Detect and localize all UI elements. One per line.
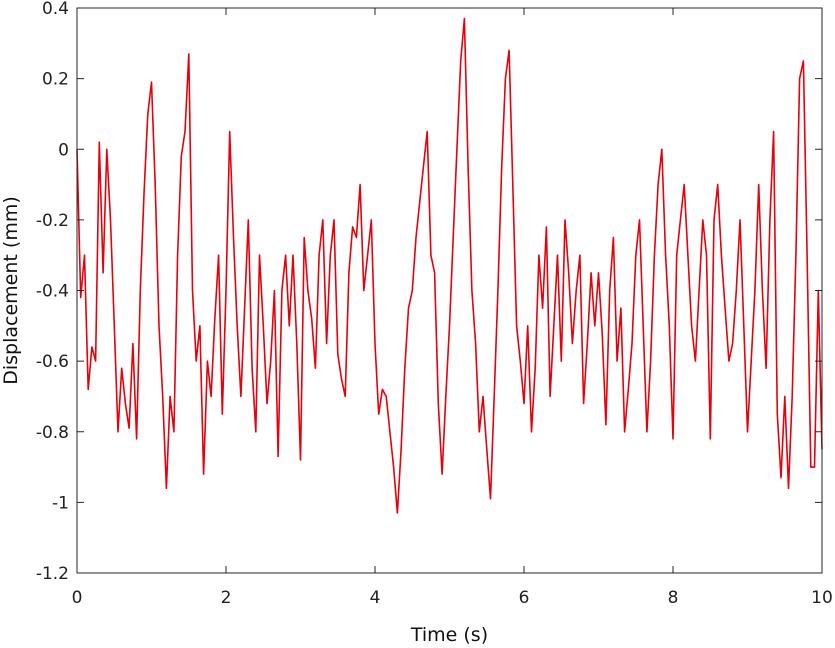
y-tick-label: 0.4 <box>42 0 69 19</box>
y-tick-label: -0.6 <box>36 352 69 372</box>
x-tick-label: 8 <box>668 588 679 608</box>
x-axis-label: Time (s) <box>410 624 488 646</box>
x-tick-label: 2 <box>221 588 232 608</box>
x-tick-label: 4 <box>370 588 381 608</box>
series-layer <box>76 17 823 514</box>
y-tick-label: 0 <box>58 140 69 160</box>
y-tick-label: -0.8 <box>36 423 69 443</box>
x-tick-label: 0 <box>72 588 83 608</box>
y-tick-label: 0.2 <box>42 70 69 90</box>
y-axis-label: Displacement (mm) <box>0 196 22 385</box>
x-axis-ticks: 0 2 4 6 8 10 <box>72 8 833 608</box>
y-tick-label: -1.2 <box>36 564 69 584</box>
plot-area <box>77 8 822 573</box>
y-axis-ticks: -1.2 -1 -0.8 -0.6 -0.4 -0.2 0 0.2 0.4 <box>36 0 822 584</box>
y-tick-label: -0.2 <box>36 211 69 231</box>
series-line-0 <box>76 17 823 514</box>
y-tick-label: -1 <box>52 493 69 513</box>
x-tick-label: 6 <box>519 588 530 608</box>
y-tick-label: -0.4 <box>36 282 69 302</box>
x-tick-label: 10 <box>811 588 833 608</box>
